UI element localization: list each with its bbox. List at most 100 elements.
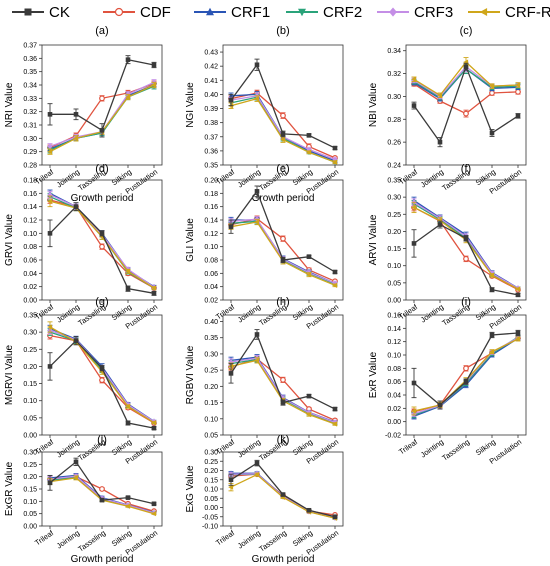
y-tick-label: 0.08 (387, 366, 401, 373)
y-tick-label: 0.38 (204, 120, 218, 127)
data-point (99, 128, 105, 133)
series-ck (47, 336, 157, 431)
y-tick-label: 0.30 (23, 450, 37, 457)
data-point (437, 217, 443, 224)
data-point (515, 330, 521, 336)
series-line (230, 356, 336, 423)
y-tick-label: 0.37 (204, 134, 218, 141)
panel-label: (g) (95, 296, 108, 308)
y-tick-label: 0.20 (23, 364, 37, 371)
data-point (228, 484, 234, 490)
legend-marker (389, 7, 397, 17)
plot-frame (222, 44, 344, 166)
data-point (515, 82, 521, 88)
y-tick-label: 0.04 (387, 393, 401, 400)
y-tick-label: 0.31 (23, 123, 37, 130)
data-point (125, 420, 131, 426)
x-axis-label: Growth period (71, 193, 134, 204)
data-point (463, 255, 469, 262)
series-line (230, 221, 336, 286)
series-cdf (47, 196, 157, 291)
data-point (125, 94, 131, 100)
y-tick-label: 0.28 (23, 163, 37, 170)
y-tick-label: 0.35 (23, 313, 37, 320)
legend-label: CRF2 (323, 4, 362, 21)
data-point (489, 130, 495, 136)
y-axis-label: ExR Value (368, 351, 379, 398)
data-point (411, 103, 417, 108)
y-tick-label: 0.33 (23, 96, 37, 103)
data-point (254, 219, 260, 225)
data-point (280, 376, 286, 383)
legend-item-cdf: CDF (103, 4, 171, 21)
series-line (230, 218, 336, 284)
data-point (47, 112, 53, 117)
series-cdf (411, 203, 521, 293)
data-point (463, 365, 469, 372)
data-point (151, 62, 157, 68)
data-point (411, 241, 417, 246)
series-crf-rf (411, 201, 521, 292)
series-line (49, 84, 155, 150)
y-tick-label: 0.16 (23, 191, 37, 198)
series-cdf (411, 80, 521, 118)
data-point (99, 365, 105, 371)
data-point (332, 421, 338, 427)
y-tick-label: 0.35 (204, 335, 218, 342)
y-axis-label: NBI Value (368, 82, 379, 127)
y-tick-label: 0.20 (23, 474, 37, 481)
data-point (332, 406, 338, 412)
data-point (489, 90, 495, 96)
y-tick-label: 0.12 (204, 231, 218, 238)
y-tick-label: 0.36 (23, 56, 37, 63)
data-point (437, 222, 443, 227)
data-point (463, 379, 469, 384)
y-tick-label: 0.30 (23, 136, 37, 143)
y-tick-label: 0.12 (23, 218, 37, 225)
data-point (306, 254, 312, 259)
series-line (230, 357, 336, 424)
data-point (151, 291, 157, 296)
y-axis-label: ARVI Value (368, 214, 379, 265)
panel-label: (e) (276, 163, 289, 175)
series-cdf (228, 355, 338, 424)
series-line (413, 203, 519, 290)
data-point (47, 149, 53, 155)
x-axis-label: Growth period (71, 554, 134, 565)
data-point (332, 269, 338, 275)
data-point (280, 257, 286, 263)
y-tick-label: 0.06 (204, 271, 218, 278)
y-axis-label: GRVI Value (4, 214, 15, 266)
y-tick-label: 0.15 (204, 400, 218, 407)
y-tick-label: 0.08 (23, 244, 37, 251)
data-point (306, 149, 312, 155)
legend-marker (206, 7, 214, 16)
data-point (463, 64, 469, 70)
series-crf-rf (228, 95, 338, 165)
y-tick-label: 0.20 (204, 178, 218, 185)
series-line (413, 64, 519, 144)
data-point (411, 380, 417, 386)
series-crf2 (47, 328, 157, 426)
y-tick-label: 0.10 (23, 499, 37, 506)
series-line (49, 196, 155, 289)
data-point (437, 92, 443, 98)
legend-marker (114, 7, 124, 17)
series-line (413, 337, 519, 415)
data-point (515, 88, 521, 95)
y-tick-label: -0.02 (385, 433, 401, 440)
series-crf-rf (411, 57, 521, 99)
data-point (73, 475, 79, 481)
data-point (254, 332, 260, 337)
y-tick-label: 0.02 (204, 298, 218, 305)
series-ck (47, 202, 157, 296)
legend-item-crf-rf: CRF-RF (468, 4, 550, 21)
series-ck (47, 457, 157, 507)
y-tick-label: 0.15 (23, 381, 37, 388)
data-point (254, 62, 260, 68)
y-tick-label: 0.40 (204, 92, 218, 99)
data-point (254, 460, 260, 466)
y-tick-label: 0.37 (23, 43, 37, 50)
data-point (151, 501, 157, 507)
